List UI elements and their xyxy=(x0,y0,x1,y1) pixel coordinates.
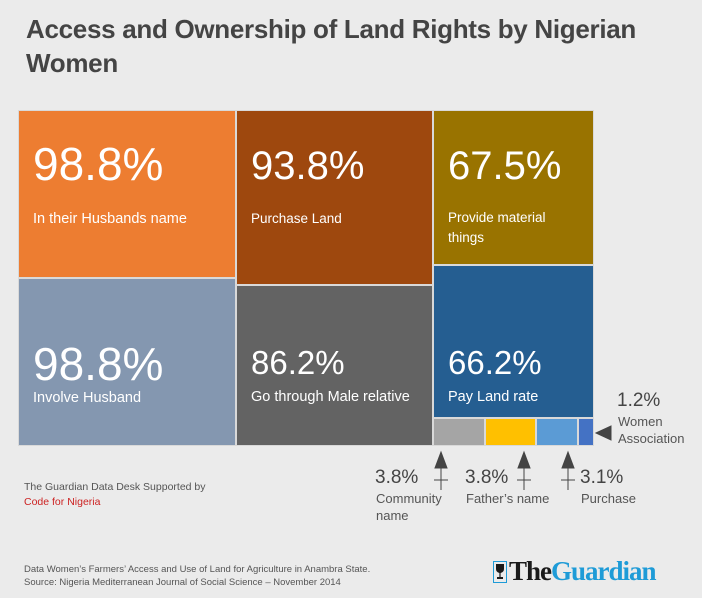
callout-value-community-name: 3.8% xyxy=(375,467,419,488)
callout-value-purchase: 3.1% xyxy=(580,467,624,488)
treemap-tile-women-association xyxy=(578,418,594,446)
callout-label-women-association: Women Association xyxy=(618,414,685,446)
source-journal-line: Source: Nigeria Mediterranean Journal of… xyxy=(24,577,341,588)
tile-value: 93.8% xyxy=(251,144,365,188)
treemap-tile-purchase xyxy=(536,418,578,446)
tile-value: 86.2% xyxy=(251,344,345,381)
chart-title: Access and Ownership of Land Rights by N… xyxy=(26,14,637,78)
tile-label: Involve Husband xyxy=(33,390,142,406)
tile-label: Go through Male relative xyxy=(251,389,410,405)
arrow-community-name xyxy=(434,450,448,469)
tile-label: Pay Land rate xyxy=(448,389,539,405)
treemap-tile-pay-land-rate: 66.2% Pay Land rate xyxy=(433,265,594,418)
logo-guardian: Guardian xyxy=(551,556,657,586)
tile-label: Purchase Land xyxy=(251,211,342,226)
tile-value: 66.2% xyxy=(448,344,542,381)
tile-value: 67.5% xyxy=(448,144,562,188)
trophy-icon xyxy=(493,561,507,583)
callout-label-fathers-name: Father’s name xyxy=(466,491,550,506)
callout-value-women-association: 1.2% xyxy=(617,390,661,411)
tile-value: 98.8% xyxy=(33,338,164,390)
source-note: Data Women’s Farmers’ Access and Use of … xyxy=(24,563,370,589)
arrow-purchase xyxy=(561,450,575,469)
code-for-nigeria-link[interactable]: Code for Nigeria xyxy=(24,496,101,508)
treemap-tile-fathers-name xyxy=(485,418,536,446)
guardian-logo: TheGuardian xyxy=(493,556,657,586)
treemap-tile-involve-husband: 98.8% Involve Husband xyxy=(18,278,236,446)
treemap-tile-material-things: 67.5% Provide material things xyxy=(433,110,594,265)
credit-text: The Guardian Data Desk Supported by xyxy=(24,481,206,493)
callout-value-fathers-name: 3.8% xyxy=(465,467,509,488)
treemap-tile-community-name xyxy=(433,418,485,446)
arrow-women-association xyxy=(594,425,612,441)
treemap-tile-husbands-name: 98.8% In their Husbands name xyxy=(18,110,236,278)
credit: The Guardian Data Desk Supported by Code… xyxy=(24,480,206,510)
callout-label-purchase: Purchase xyxy=(581,491,636,506)
tile-label: In their Husbands name xyxy=(33,211,187,227)
treemap-tile-male-relative: 86.2% Go through Male relative xyxy=(236,285,433,446)
tile-value: 98.8% xyxy=(33,138,164,190)
logo-the: The xyxy=(509,556,552,586)
treemap-tile-purchase-land: 93.8% Purchase Land xyxy=(236,110,433,285)
arrow-fathers-name xyxy=(517,450,531,469)
callout-label-community-name: Community name xyxy=(376,491,442,523)
source-data-line: Data Women’s Farmers’ Access and Use of … xyxy=(24,564,371,575)
tile-label: Provide material things xyxy=(448,210,546,245)
